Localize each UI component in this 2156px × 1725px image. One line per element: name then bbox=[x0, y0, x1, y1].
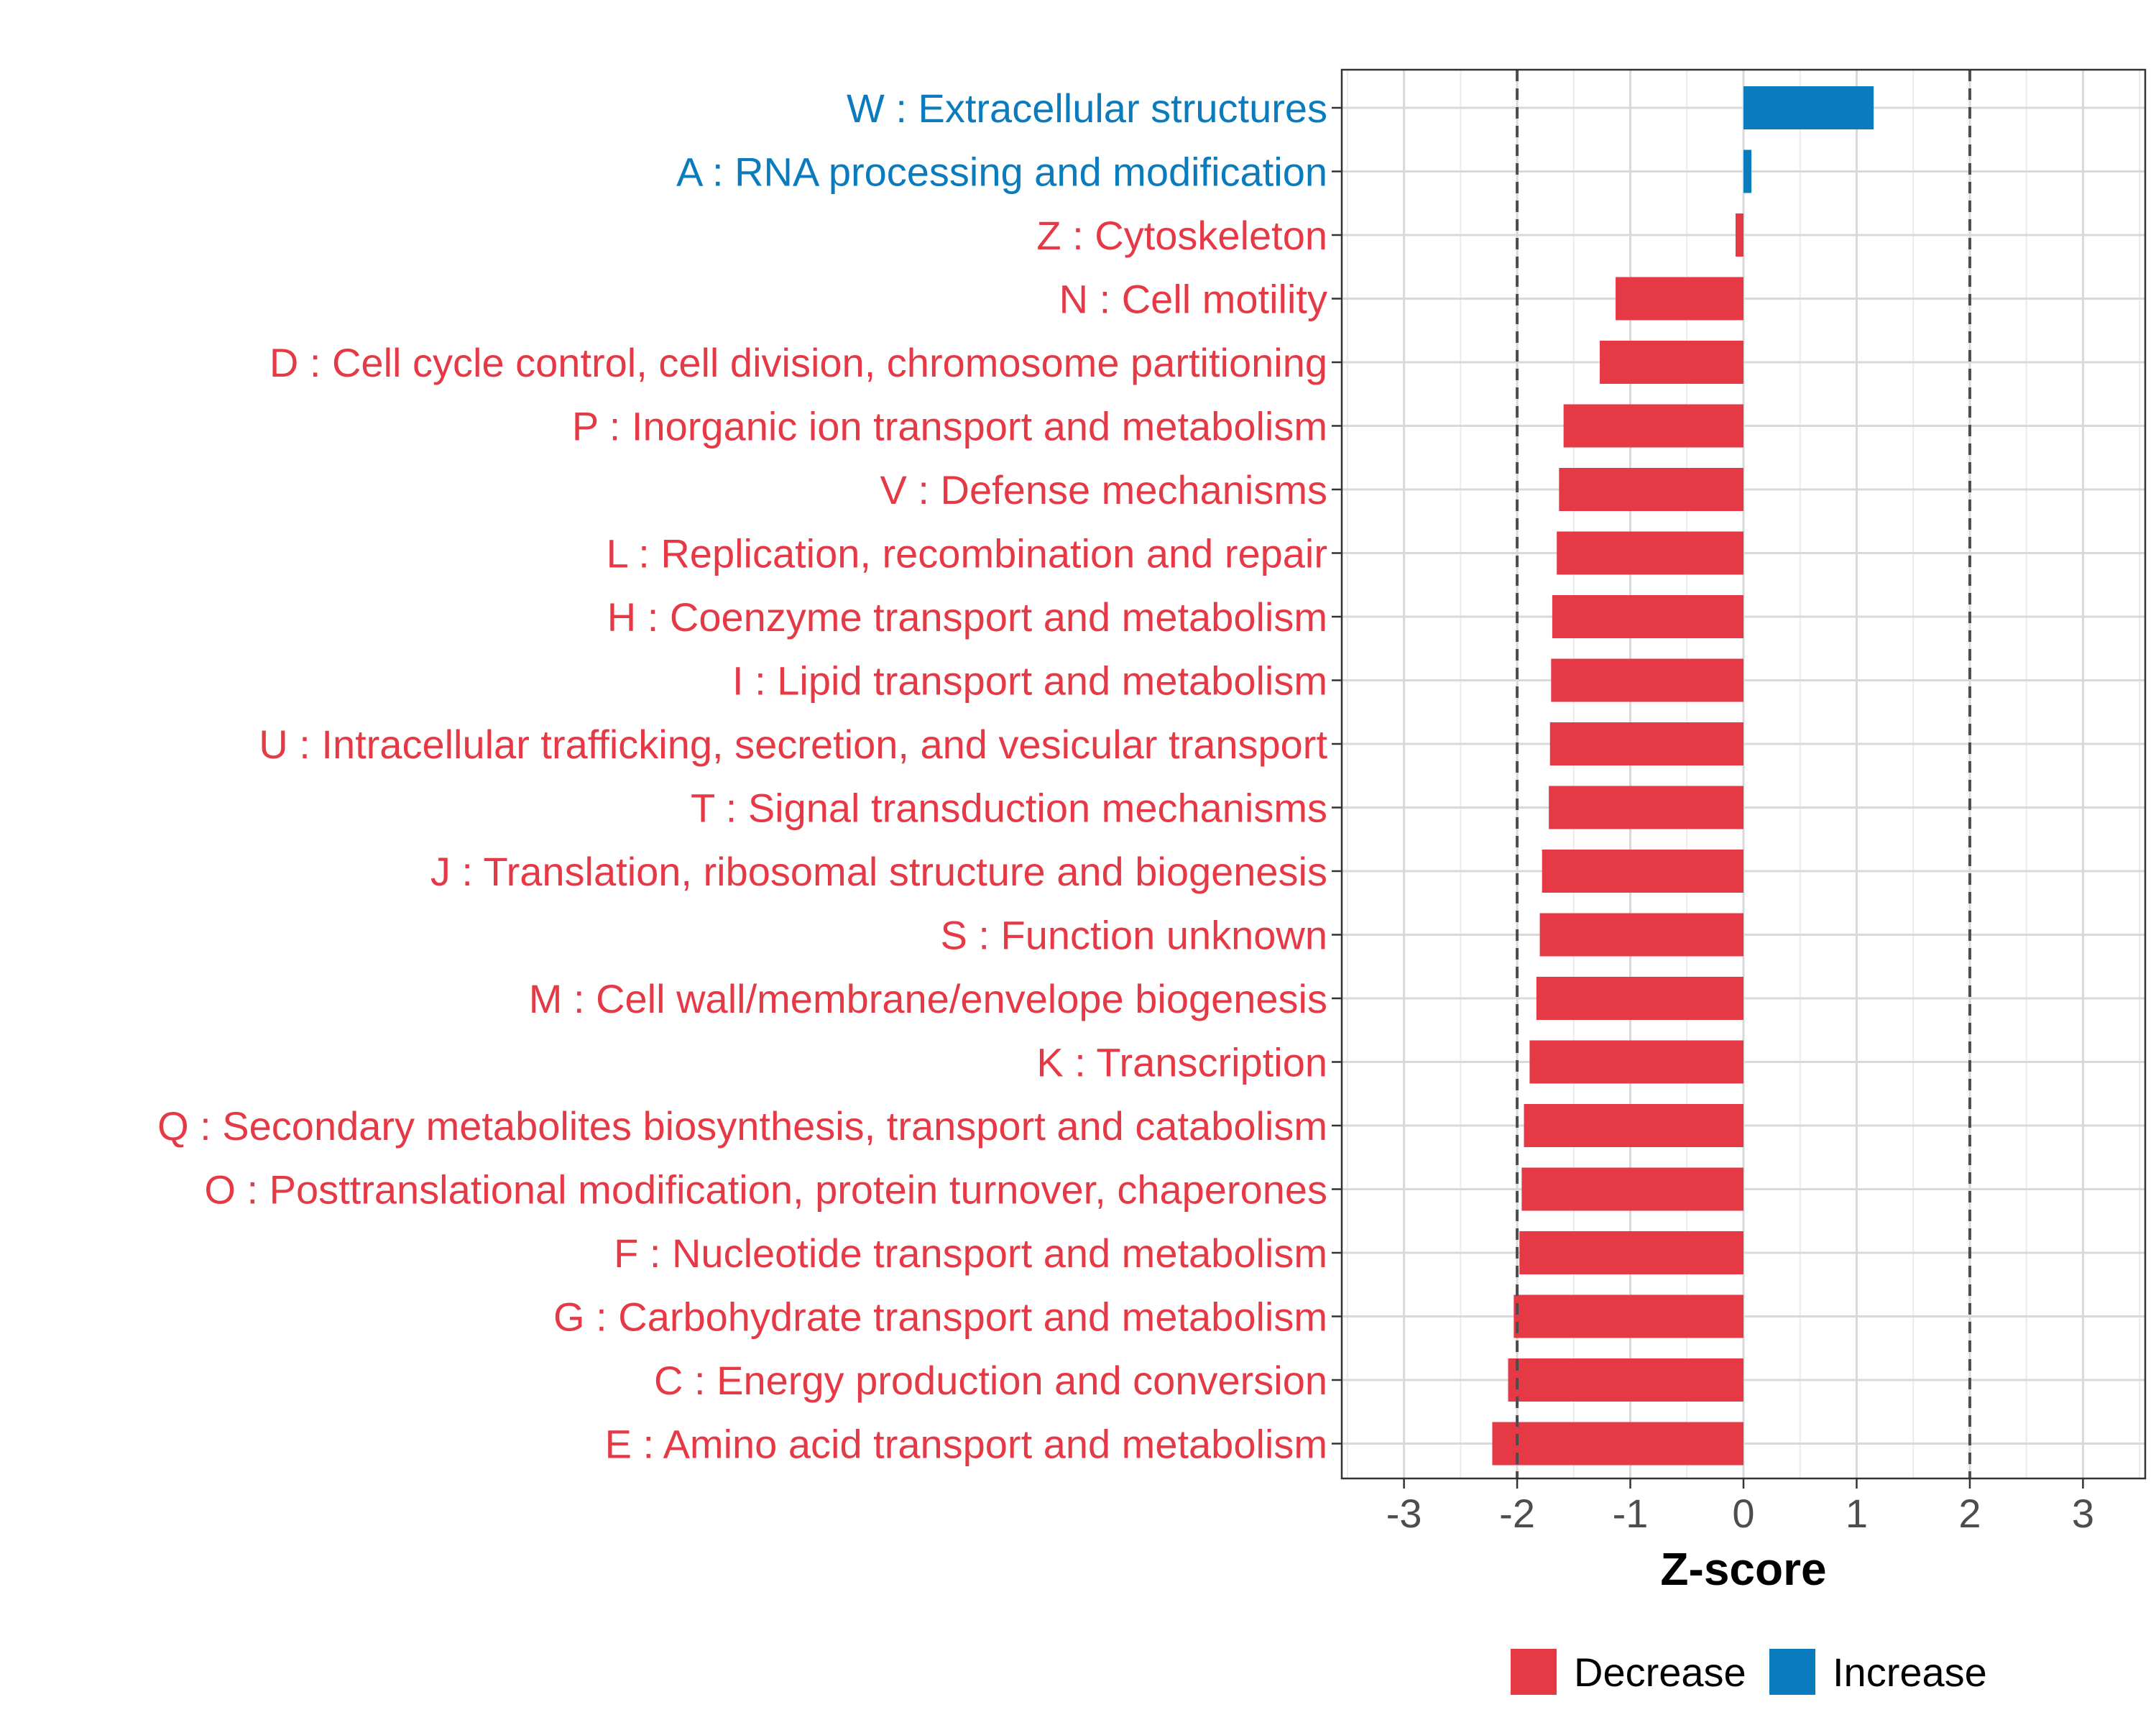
category-label: D : Cell cycle control, cell division, c… bbox=[270, 340, 1327, 385]
bar-e bbox=[1492, 1422, 1743, 1466]
bar-z bbox=[1735, 213, 1743, 257]
bar-u bbox=[1549, 722, 1743, 765]
bar-m bbox=[1536, 977, 1743, 1020]
category-label: Q : Secondary metabolites biosynthesis, … bbox=[157, 1103, 1327, 1149]
bar-v bbox=[1559, 468, 1743, 511]
category-label: T : Signal transduction mechanisms bbox=[691, 786, 1327, 831]
category-label: Z : Cytoskeleton bbox=[1036, 213, 1327, 258]
x-tick-label: -3 bbox=[1386, 1491, 1422, 1536]
category-label: L : Replication, recombination and repai… bbox=[607, 531, 1327, 576]
x-tick-label: -2 bbox=[1499, 1491, 1535, 1536]
category-label: N : Cell motility bbox=[1059, 277, 1327, 322]
legend-swatch-decrease bbox=[1511, 1649, 1557, 1695]
category-label: G : Carbohydrate transport and metabolis… bbox=[553, 1294, 1327, 1340]
category-label: U : Intracellular trafficking, secretion… bbox=[259, 722, 1327, 767]
category-label: P : Inorganic ion transport and metaboli… bbox=[572, 404, 1327, 449]
bar-q bbox=[1524, 1104, 1743, 1147]
x-axis-title: Z-score bbox=[1660, 1543, 1826, 1595]
category-label: O : Posttranslational modification, prot… bbox=[204, 1167, 1327, 1213]
x-axis: -3 -2 -1 0 1 2 3 bbox=[1386, 1478, 2094, 1536]
category-label: I : Lipid transport and metabolism bbox=[732, 658, 1327, 704]
category-label: K : Transcription bbox=[1036, 1040, 1327, 1085]
legend: Decrease Increase bbox=[1511, 1649, 1987, 1695]
legend-label-increase: Increase bbox=[1833, 1650, 1987, 1695]
x-tick-label: 2 bbox=[1958, 1491, 1981, 1536]
x-tick-label: 3 bbox=[2072, 1491, 2094, 1536]
bars bbox=[1492, 86, 1874, 1466]
category-label: A : RNA processing and modification bbox=[676, 150, 1327, 195]
category-label: C : Energy production and conversion bbox=[654, 1358, 1327, 1403]
category-label: J : Translation, ribosomal structure and… bbox=[430, 849, 1327, 894]
bar-l bbox=[1557, 531, 1743, 575]
legend-label-decrease: Decrease bbox=[1574, 1650, 1746, 1695]
category-label: E : Amino acid transport and metabolism bbox=[605, 1422, 1327, 1467]
x-tick-label: -1 bbox=[1613, 1491, 1649, 1536]
category-label: F : Nucleotide transport and metabolism bbox=[614, 1230, 1327, 1276]
bar-a bbox=[1743, 150, 1752, 193]
category-label: V : Defense mechanisms bbox=[880, 467, 1327, 512]
category-label: H : Coenzyme transport and metabolism bbox=[607, 594, 1327, 640]
bar-c bbox=[1508, 1358, 1743, 1402]
bar-g bbox=[1514, 1294, 1743, 1338]
bar-d bbox=[1600, 341, 1743, 384]
bar-n bbox=[1616, 277, 1743, 321]
bar-f bbox=[1519, 1231, 1743, 1274]
bar-p bbox=[1563, 404, 1743, 448]
reference-lines bbox=[1516, 70, 1971, 1478]
bar-s bbox=[1539, 913, 1743, 957]
bar-k bbox=[1529, 1040, 1743, 1084]
y-axis: W : Extracellular structures A : RNA proc… bbox=[157, 86, 1342, 1467]
legend-swatch-increase bbox=[1769, 1649, 1815, 1695]
category-label: W : Extracellular structures bbox=[847, 86, 1327, 131]
bar-j bbox=[1542, 850, 1743, 893]
bar-w bbox=[1743, 86, 1874, 129]
category-label: M : Cell wall/membrane/envelope biogenes… bbox=[529, 976, 1327, 1021]
category-label: S : Function unknown bbox=[940, 913, 1327, 958]
bar-t bbox=[1549, 786, 1743, 829]
bar-h bbox=[1552, 595, 1743, 638]
x-tick-label: 0 bbox=[1732, 1491, 1754, 1536]
bar-i bbox=[1551, 658, 1743, 702]
bar-o bbox=[1521, 1167, 1743, 1211]
x-tick-label: 1 bbox=[1846, 1491, 1868, 1536]
